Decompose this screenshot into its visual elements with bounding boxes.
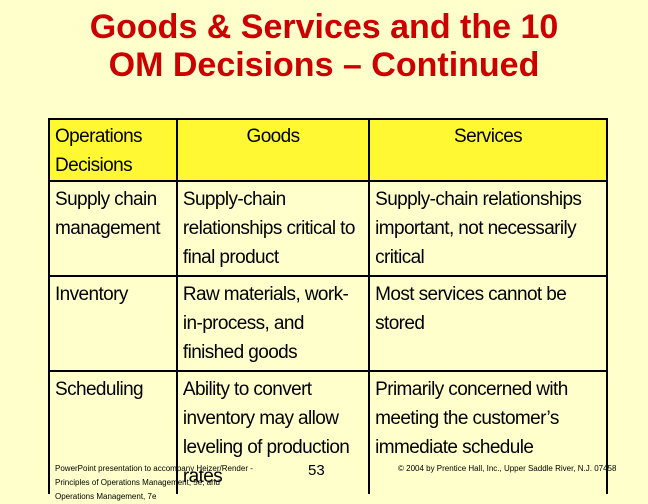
row-goods: Ability to convert inventory may allow l… <box>175 370 371 494</box>
row-goods: Supply-chain relationships critical to f… <box>175 180 371 277</box>
row-services: Supply-chain relationships important, no… <box>368 180 608 277</box>
row-services: Primarily concerned with meeting the cus… <box>368 370 608 494</box>
title-line-2: OM Decisions – Continued <box>108 46 540 84</box>
header-operations-decisions: Operations Decisions <box>48 118 178 182</box>
header-goods: Goods <box>175 118 371 182</box>
slide-title: Goods & Services and the 10 OM Decisions… <box>0 8 648 84</box>
om-decisions-table: Operations Decisions Goods Services Supp… <box>48 118 608 494</box>
footer-copyright: © 2004 by Prentice Hall, Inc., Upper Sad… <box>398 464 617 473</box>
table-row: Supply chain management Supply-chain rel… <box>48 180 608 277</box>
title-line-1: Goods & Services and the 10 <box>89 8 559 46</box>
page-number: 53 <box>308 462 325 479</box>
row-decision: Scheduling <box>48 370 178 494</box>
row-decision: Supply chain management <box>48 180 178 277</box>
header-services: Services <box>368 118 608 182</box>
row-goods: Raw materials, work-in-process, and fini… <box>175 275 371 372</box>
footer-credit: PowerPoint presentation to accompany Hei… <box>55 464 253 501</box>
table-header-row: Operations Decisions Goods Services <box>48 118 608 182</box>
row-decision: Inventory <box>48 275 178 372</box>
table-row: Scheduling Ability to convert inventory … <box>48 370 608 494</box>
row-services: Most services cannot be stored <box>368 275 608 372</box>
table-row: Inventory Raw materials, work-in-process… <box>48 275 608 372</box>
